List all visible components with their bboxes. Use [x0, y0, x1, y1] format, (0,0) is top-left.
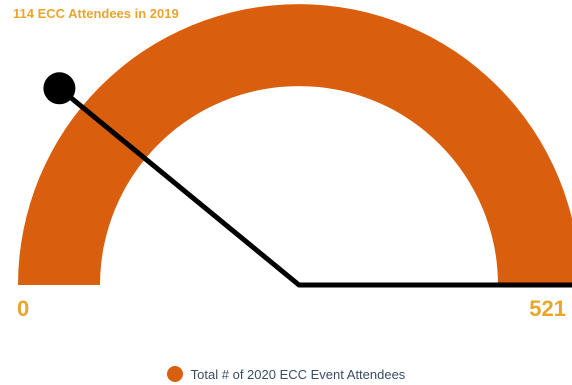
gauge-min-label: 0 — [17, 296, 30, 321]
gauge-band[interactable] — [18, 4, 572, 285]
gauge-max-label: 521 — [529, 296, 566, 321]
legend-swatch[interactable] — [166, 366, 183, 382]
needle-knob — [43, 72, 76, 105]
legend-label[interactable]: Total # of 2020 ECC Event Attendees — [190, 366, 406, 382]
legend: Total # of 2020 ECC Event Attendees — [0, 366, 572, 382]
gauge-needle — [56, 85, 302, 288]
chart-title: 114 ECC Attendees in 2019 — [13, 6, 179, 21]
